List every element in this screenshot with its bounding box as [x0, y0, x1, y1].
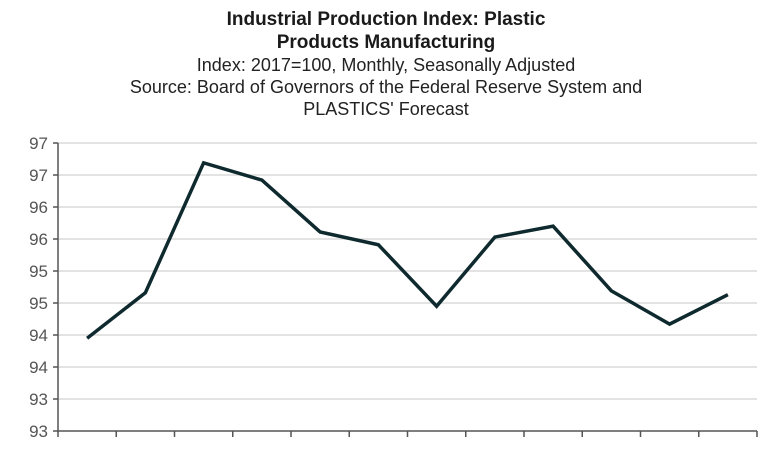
y-tick-label: 96	[29, 230, 48, 249]
y-tick-label: 97	[29, 134, 48, 153]
y-tick-label: 97	[29, 166, 48, 185]
y-tick-label: 95	[29, 262, 48, 281]
y-tick-label: 96	[29, 198, 48, 217]
y-tick-label: 94	[29, 358, 48, 377]
chart-subtitle: Index: 2017=100, Monthly, Seasonally Adj…	[196, 55, 576, 75]
y-tick-label: 93	[29, 390, 48, 409]
chart-source: Source: Board of Governors of the Federa…	[129, 77, 643, 119]
series-line	[86, 160, 729, 340]
y-tick-label: 95	[29, 294, 48, 313]
y-tick-label: 94	[29, 326, 48, 345]
y-tick-label: 93	[29, 422, 48, 441]
chart-titles: Industrial Production Index: Plastic Pro…	[0, 8, 772, 120]
chart-title: Industrial Production Index: Plastic Pro…	[226, 9, 546, 53]
